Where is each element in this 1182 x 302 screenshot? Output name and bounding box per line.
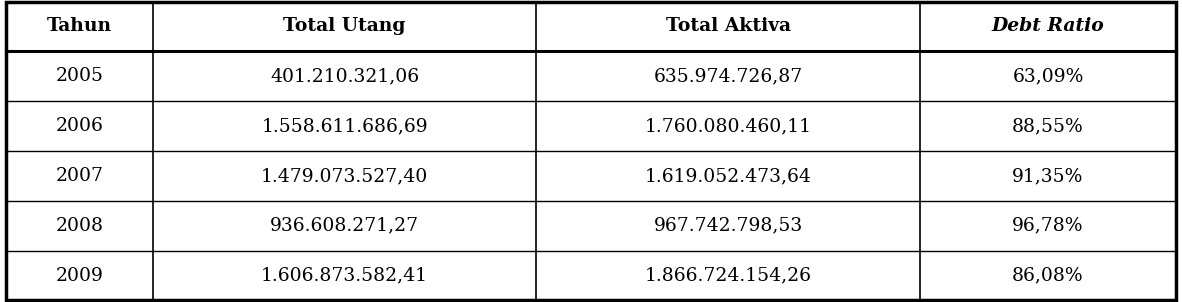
Text: 2005: 2005 xyxy=(56,67,103,85)
Text: 2006: 2006 xyxy=(56,117,103,135)
Text: 936.608.271,27: 936.608.271,27 xyxy=(269,217,420,235)
Text: 88,55%: 88,55% xyxy=(1012,117,1084,135)
Text: 63,09%: 63,09% xyxy=(1012,67,1084,85)
Text: Total Utang: Total Utang xyxy=(284,18,405,35)
Text: 86,08%: 86,08% xyxy=(1012,267,1084,284)
Text: 401.210.321,06: 401.210.321,06 xyxy=(269,67,420,85)
Text: 2009: 2009 xyxy=(56,267,103,284)
Text: Total Aktiva: Total Aktiva xyxy=(665,18,791,35)
Text: 2008: 2008 xyxy=(56,217,103,235)
Text: 91,35%: 91,35% xyxy=(1012,167,1084,185)
Text: 1.619.052.473,64: 1.619.052.473,64 xyxy=(644,167,812,185)
Text: 96,78%: 96,78% xyxy=(1012,217,1084,235)
Text: Tahun: Tahun xyxy=(47,18,112,35)
Text: 1.866.724.154,26: 1.866.724.154,26 xyxy=(644,267,812,284)
Text: 1.606.873.582,41: 1.606.873.582,41 xyxy=(261,267,428,284)
Text: 1.760.080.460,11: 1.760.080.460,11 xyxy=(644,117,812,135)
Text: Debt Ratio: Debt Ratio xyxy=(992,18,1104,35)
Text: 967.742.798,53: 967.742.798,53 xyxy=(654,217,803,235)
Text: 635.974.726,87: 635.974.726,87 xyxy=(654,67,803,85)
Text: 1.558.611.686,69: 1.558.611.686,69 xyxy=(261,117,428,135)
Text: 1.479.073.527,40: 1.479.073.527,40 xyxy=(261,167,428,185)
Text: 2007: 2007 xyxy=(56,167,103,185)
